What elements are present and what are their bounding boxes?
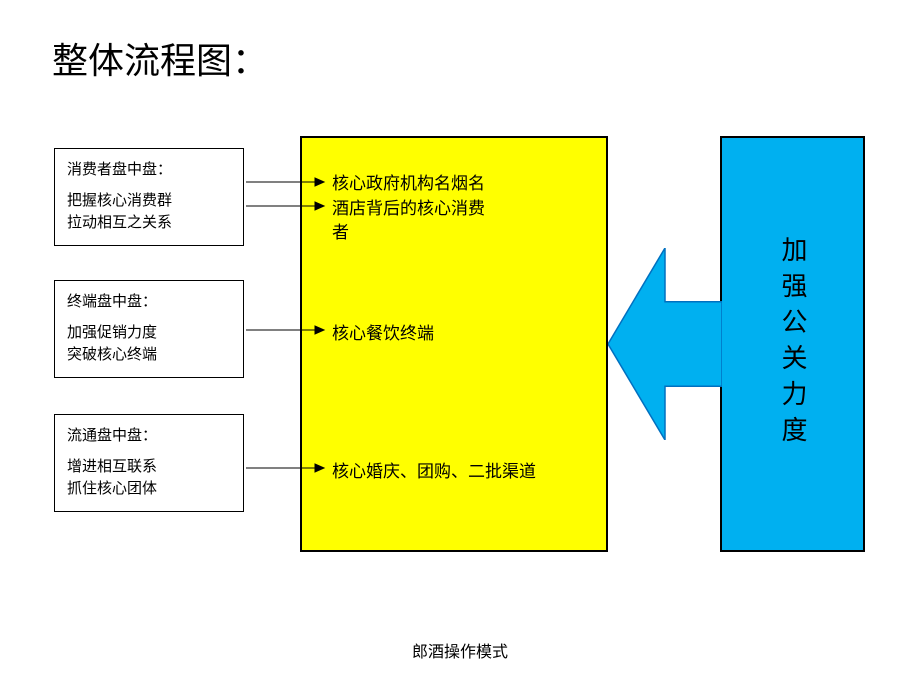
left-box-line: 加强促销力度 xyxy=(67,322,231,345)
big-arrow-icon xyxy=(608,248,722,440)
center-item-catering: 核心餐饮终端 xyxy=(332,322,572,347)
left-box-title: 终端盘中盘： xyxy=(67,291,231,314)
left-box-title: 流通盘中盘： xyxy=(67,425,231,448)
footer-text: 郎酒操作模式 xyxy=(0,638,920,662)
left-box-line: 抓住核心团体 xyxy=(67,478,231,501)
left-box-line: 突破核心终端 xyxy=(67,344,231,367)
center-item-wedding: 核心婚庆、团购、二批渠道 xyxy=(332,460,592,485)
right-box: 加强公关力度 xyxy=(720,136,865,552)
right-text: 加强公关力度 xyxy=(774,236,811,452)
left-box-consumer: 消费者盘中盘： 把握核心消费群 拉动相互之关系 xyxy=(54,148,244,246)
page-title: 整体流程图： xyxy=(52,32,268,84)
center-item-gov: 核心政府机构名烟名酒店背后的核心消费者 xyxy=(332,172,492,246)
left-box-terminal: 终端盘中盘： 加强促销力度 突破核心终端 xyxy=(54,280,244,378)
left-box-line: 把握核心消费群 xyxy=(67,190,231,213)
left-box-title: 消费者盘中盘： xyxy=(67,159,231,182)
left-box-line: 增进相互联系 xyxy=(67,456,231,479)
left-box-distribution: 流通盘中盘： 增进相互联系 抓住核心团体 xyxy=(54,414,244,512)
left-box-line: 拉动相互之关系 xyxy=(67,212,231,235)
